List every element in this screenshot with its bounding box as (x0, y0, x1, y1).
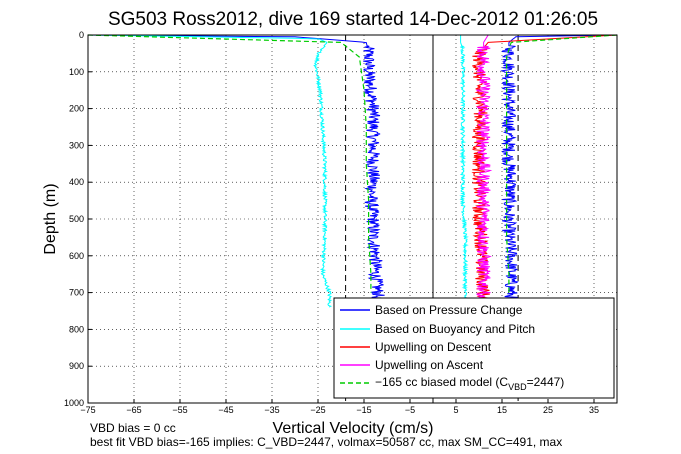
legend: Based on Pressure Change Based on Buoyan… (333, 297, 615, 399)
x-tick-label: −25 (310, 405, 325, 415)
x-tick-label: 5 (453, 405, 458, 415)
series-2-line (471, 34, 618, 301)
x-tick-label: −5 (405, 405, 415, 415)
grid-lines (88, 35, 617, 403)
legend-entry-1: Based on Buoyancy and Pitch (375, 322, 535, 336)
annotation-vbd-bias: VBD bias = 0 cc (90, 421, 176, 435)
x-tick-label: 25 (543, 405, 553, 415)
legend-entry-0: Based on Pressure Change (375, 303, 523, 317)
y-axis-label: Depth (m) (42, 183, 59, 254)
legend-entry-4: −165 cc biased model (CVBD=2447) (375, 375, 564, 392)
y-tick-label: 200 (69, 104, 84, 114)
series-4-ascent-line (506, 34, 618, 293)
x-tick-label: −75 (80, 405, 95, 415)
y-tick-label: 900 (69, 361, 84, 371)
legend-entry-4-prefix: −165 cc biased model (C (375, 375, 508, 389)
data-series (87, 34, 618, 308)
legend-entry-2: Upwelling on Descent (375, 340, 492, 354)
legend-entry-3: Upwelling on Ascent (375, 358, 484, 372)
y-tick-label: 800 (69, 324, 84, 334)
y-tick-label: 400 (69, 177, 84, 187)
y-tick-label: 500 (69, 214, 84, 224)
x-tick-label: −45 (218, 405, 233, 415)
series-3-line (475, 34, 493, 301)
x-tick-label: 35 (589, 405, 599, 415)
series-1-descent-line (87, 34, 333, 308)
legend-entry-4-suffix: =2447) (527, 375, 565, 389)
series-4-descent-line (87, 34, 372, 293)
chart-title: SG503 Ross2012, dive 169 started 14-Dec-… (108, 9, 598, 30)
y-tick-label: 600 (69, 251, 84, 261)
y-tick-label: 700 (69, 288, 84, 298)
series-0-descent-line (87, 34, 385, 301)
x-tick-label: −55 (172, 405, 187, 415)
legend-swatches (340, 309, 370, 384)
x-tick-label: −65 (126, 405, 141, 415)
legend-entry-4-subscript: VBD (508, 382, 527, 392)
y-tick-label: 100 (69, 67, 84, 77)
series-1-ascent-line (459, 35, 469, 307)
x-axis-label: Vertical Velocity (cm/s) (273, 420, 434, 437)
x-tick-label: 15 (497, 405, 507, 415)
y-tick-label: 300 (69, 140, 84, 150)
axis-ticks: −75 −65 −55 −45 −35 −25 −15 −5 5 15 25 350100200300… (64, 30, 599, 415)
legend-box (333, 297, 615, 399)
y-tick-label: 1000 (64, 398, 84, 408)
x-tick-label: −15 (356, 405, 371, 415)
x-tick-label: −35 (264, 405, 279, 415)
y-tick-label: 0 (79, 30, 84, 40)
annotation-best-fit: best fit VBD bias=-165 implies: C_VBD=24… (90, 435, 562, 449)
